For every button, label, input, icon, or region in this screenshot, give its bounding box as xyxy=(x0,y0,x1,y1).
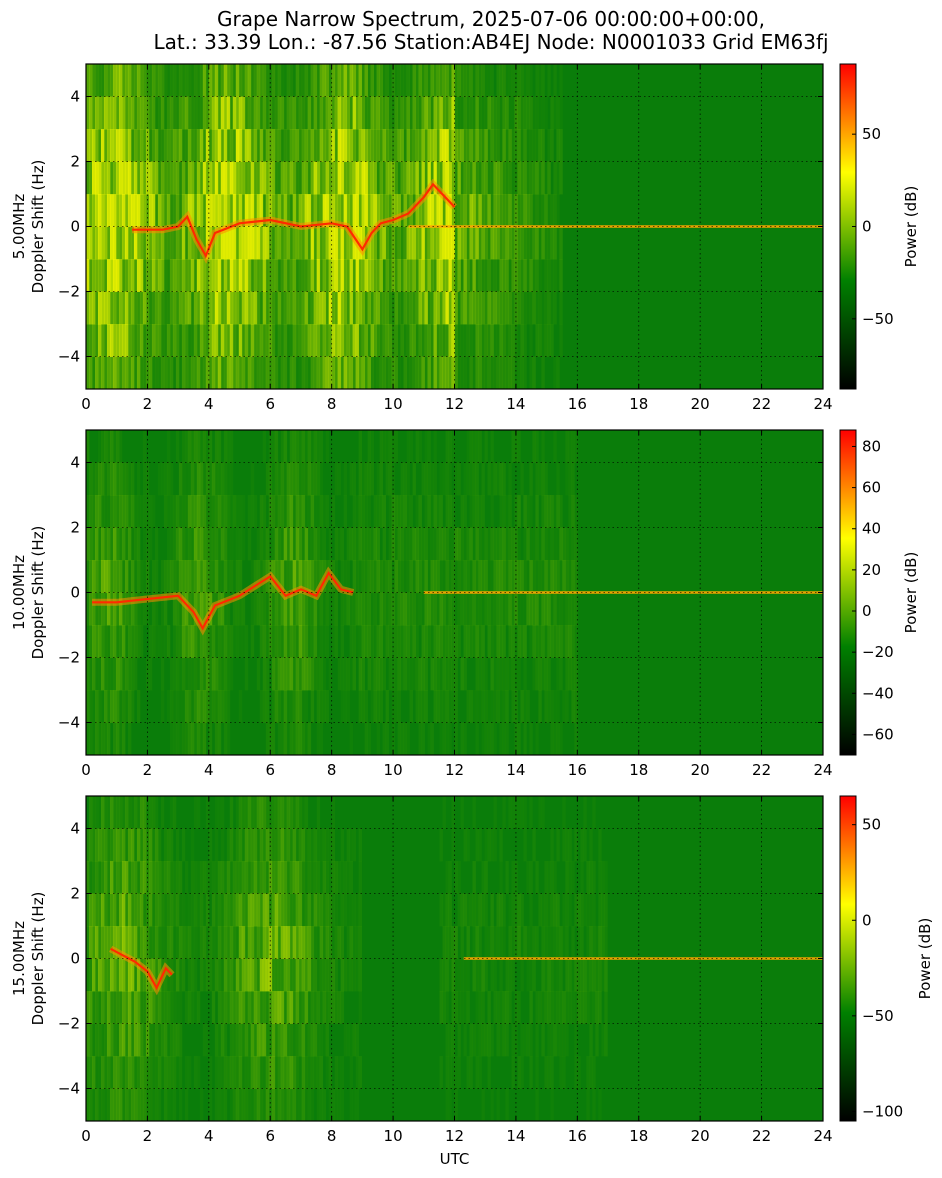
y-tick-label: −2 xyxy=(58,1015,80,1033)
x-tick-label: 6 xyxy=(265,395,275,413)
y-tick-label: −4 xyxy=(58,348,80,366)
colorbar-tick-label: 0 xyxy=(862,911,872,929)
x-tick-label: 20 xyxy=(691,395,710,413)
x-tick-label: 18 xyxy=(629,395,648,413)
carrier-trace xyxy=(92,570,354,631)
x-tick-label: 20 xyxy=(691,761,710,779)
colorbar-label: Power (dB) xyxy=(916,918,934,1000)
y-tick-label: 2 xyxy=(70,885,80,903)
colorbar xyxy=(839,429,857,756)
x-tick-label: 4 xyxy=(204,761,214,779)
colorbar-tick-label: 20 xyxy=(862,561,881,579)
x-tick-label: 18 xyxy=(629,761,648,779)
x-tick-label: 8 xyxy=(327,1127,337,1145)
x-tick-label: 2 xyxy=(143,761,153,779)
y-tick-label: −4 xyxy=(58,1080,80,1098)
x-tick-label: 16 xyxy=(568,761,587,779)
panel-frequency-label: 5.00MHz xyxy=(10,194,28,260)
carrier-trace xyxy=(132,182,456,259)
y-axis-label: Doppler Shift (Hz) xyxy=(29,892,47,1026)
colorbar-tick-label: −60 xyxy=(862,725,894,743)
x-tick-label: 4 xyxy=(204,395,214,413)
y-tick-label: 0 xyxy=(70,218,80,236)
y-tick-label: 2 xyxy=(70,153,80,171)
x-tick-label: 24 xyxy=(813,395,832,413)
y-axis-label: Doppler Shift (Hz) xyxy=(29,526,47,660)
x-tick-label: 10 xyxy=(384,1127,403,1145)
colorbar-tick-label: 0 xyxy=(862,602,872,620)
x-tick-label: 0 xyxy=(81,395,91,413)
x-tick-label: 8 xyxy=(327,395,337,413)
x-tick-label: 14 xyxy=(506,395,525,413)
y-tick-label: −2 xyxy=(58,649,80,667)
x-tick-label: 6 xyxy=(265,1127,275,1145)
x-tick-label: 12 xyxy=(445,1127,464,1145)
x-tick-label: 2 xyxy=(143,395,153,413)
y-tick-label: 4 xyxy=(70,454,80,472)
x-tick-label: 12 xyxy=(445,395,464,413)
x-tick-label: 20 xyxy=(691,1127,710,1145)
x-tick-label: 10 xyxy=(384,761,403,779)
x-tick-label: 2 xyxy=(143,1127,153,1145)
x-tick-label: 22 xyxy=(752,761,771,779)
y-tick-label: 4 xyxy=(70,820,80,838)
x-tick-label: 8 xyxy=(327,761,337,779)
x-tick-label: 16 xyxy=(568,1127,587,1145)
x-tick-label: 16 xyxy=(568,395,587,413)
spectrogram-area xyxy=(86,64,823,389)
x-tick-label: 24 xyxy=(813,761,832,779)
x-tick-label: 4 xyxy=(204,1127,214,1145)
colorbar-tick-label: −100 xyxy=(862,1102,903,1120)
colorbar xyxy=(839,795,857,1122)
spectrogram-area xyxy=(86,430,823,755)
colorbar-tick-label: −50 xyxy=(862,1007,894,1025)
x-tick-label: 14 xyxy=(506,1127,525,1145)
panel-frequency-label: 15.00MHz xyxy=(10,921,28,996)
colorbar-tick-label: 50 xyxy=(862,816,881,834)
panel-frequency-label: 10.00MHz xyxy=(10,555,28,630)
x-tick-label: 10 xyxy=(384,395,403,413)
x-axis-label: UTC xyxy=(440,1150,470,1168)
x-tick-label: 18 xyxy=(629,1127,648,1145)
x-tick-label: 24 xyxy=(813,1127,832,1145)
colorbar-label: Power (dB) xyxy=(902,186,920,268)
x-tick-label: 22 xyxy=(752,395,771,413)
colorbar-tick-label: 0 xyxy=(862,218,872,236)
figure-title-line-1: Grape Narrow Spectrum, 2025-07-06 00:00:… xyxy=(217,7,765,31)
figure-title-line-2: Lat.: 33.39 Lon.: -87.56 Station:AB4EJ N… xyxy=(153,30,829,54)
colorbar-tick-label: −20 xyxy=(862,643,894,661)
x-tick-label: 0 xyxy=(81,1127,91,1145)
y-axis-label: Doppler Shift (Hz) xyxy=(29,160,47,294)
spectrogram-area xyxy=(86,796,823,1121)
colorbar-label: Power (dB) xyxy=(902,552,920,634)
y-tick-label: 4 xyxy=(70,88,80,106)
x-tick-label: 6 xyxy=(265,761,275,779)
x-tick-label: 0 xyxy=(81,761,91,779)
colorbar-tick-label: 50 xyxy=(862,125,881,143)
colorbar-tick-label: −50 xyxy=(862,310,894,328)
colorbar-tick-label: −40 xyxy=(862,684,894,702)
x-tick-label: 22 xyxy=(752,1127,771,1145)
x-tick-label: 14 xyxy=(506,761,525,779)
x-tick-label: 12 xyxy=(445,761,464,779)
y-tick-label: 2 xyxy=(70,519,80,537)
colorbar-tick-label: 40 xyxy=(862,520,881,538)
y-tick-label: 0 xyxy=(70,584,80,602)
colorbar-tick-label: 80 xyxy=(862,437,881,455)
y-tick-label: 0 xyxy=(70,950,80,968)
colorbar-tick-label: 60 xyxy=(862,479,881,497)
y-tick-label: −4 xyxy=(58,714,80,732)
y-tick-label: −2 xyxy=(58,283,80,301)
